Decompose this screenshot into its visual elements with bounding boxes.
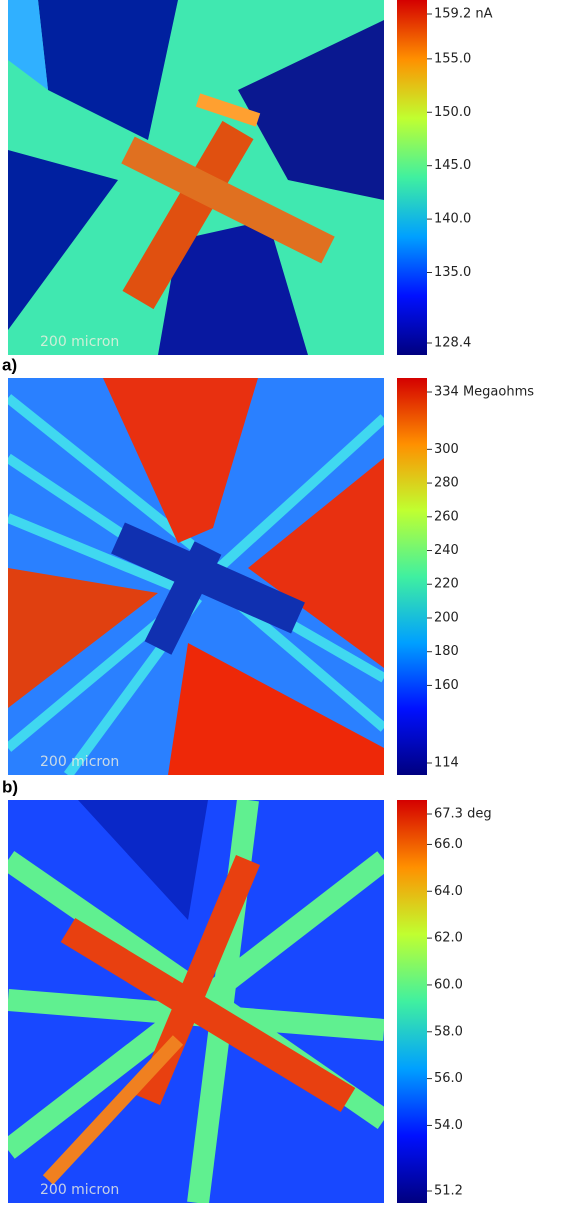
colorbar-tick-label: 128.4	[434, 336, 471, 351]
colorbar-tick-label: 54.0	[434, 1118, 463, 1133]
colorbar-tick-label: 200	[434, 610, 459, 625]
colorbar-tick-label: 159.2 nA	[434, 7, 493, 22]
colorbar-tick-label: 150.0	[434, 105, 471, 120]
panel-label: b)	[2, 777, 18, 796]
map-image	[8, 378, 384, 775]
colorbar-tick-label: 135.0	[434, 265, 471, 280]
colorbar-tick-label: 300	[434, 442, 459, 457]
colorbar-tick-label: 280	[434, 476, 459, 491]
colorbar-tick-label: 180	[434, 644, 459, 659]
colorbar-tick-label: 155.0	[434, 51, 471, 66]
scale-bar-text: 200 micron	[40, 334, 119, 350]
map-image	[8, 800, 384, 1203]
scale-bar-text: 200 micron	[40, 754, 119, 770]
colorbar-tick-label: 56.0	[434, 1071, 463, 1086]
colorbar	[397, 800, 427, 1203]
colorbar-tick-label: 114	[434, 756, 459, 771]
colorbar-tick-label: 220	[434, 577, 459, 592]
colorbar-tick-label: 240	[434, 543, 459, 558]
colorbar-tick-label: 140.0	[434, 212, 471, 227]
colorbar	[397, 0, 427, 355]
panel-label: a)	[2, 355, 17, 374]
colorbar-tick-label: 260	[434, 509, 459, 524]
map-image	[8, 0, 384, 355]
figure: 200 micron 200 micron 200 micron a) b) 1…	[0, 0, 569, 1203]
colorbar-tick-label: 64.0	[434, 884, 463, 899]
colorbar-tick-label: 62.0	[434, 931, 463, 946]
colorbar-tick-label: 58.0	[434, 1024, 463, 1039]
colorbar-tick-label: 334 Megaohms	[434, 385, 534, 400]
colorbar-tick-label: 67.3 deg	[434, 807, 492, 822]
colorbar-tick-label: 60.0	[434, 977, 463, 992]
colorbar	[397, 378, 427, 775]
colorbar-tick-label: 160	[434, 678, 459, 693]
colorbar-tick-label: 51.2	[434, 1184, 463, 1199]
colorbar-tick-label: 145.0	[434, 158, 471, 173]
colorbar-tick-label: 66.0	[434, 837, 463, 852]
scale-bar-text: 200 micron	[40, 1182, 119, 1198]
